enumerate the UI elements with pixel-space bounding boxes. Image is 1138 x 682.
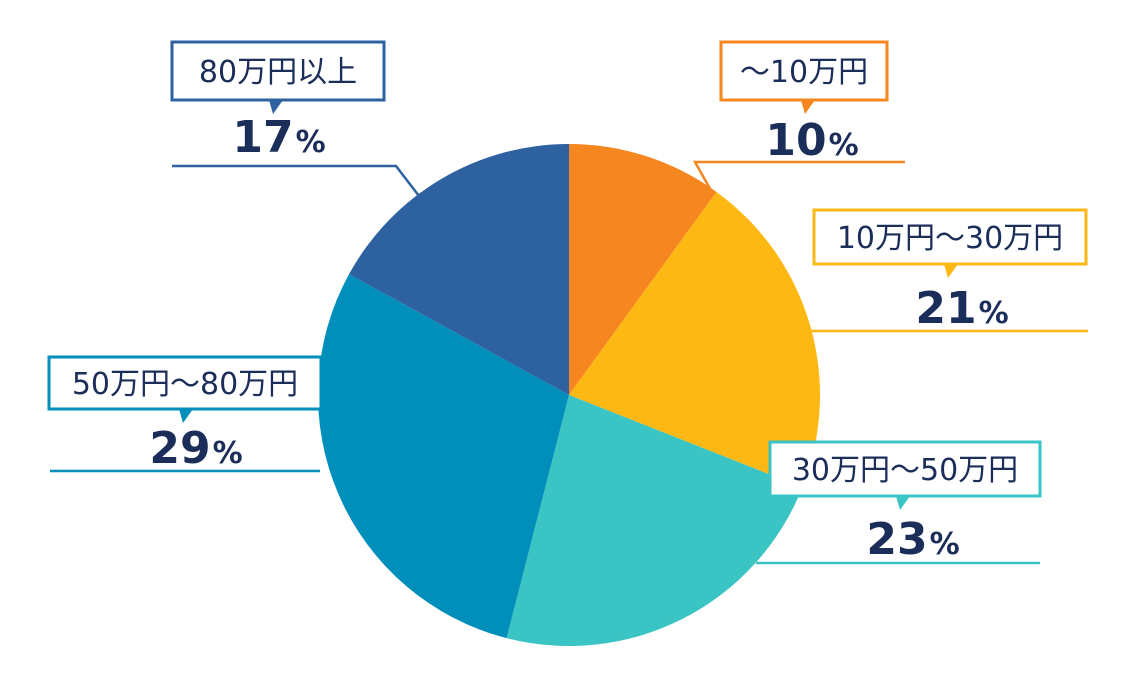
slice-label: ～10万円 — [740, 55, 868, 90]
percent-sign: % — [213, 436, 243, 471]
percent-sign: % — [829, 128, 859, 163]
pie-callouts: ～10万円10%10万円～30万円21%30万円～50万円23%50万円～80万… — [47, 40, 1088, 565]
percent-sign: % — [296, 125, 326, 160]
percent-value: 17 — [232, 112, 293, 163]
label-box — [170, 40, 386, 102]
slice-percent: 21% — [915, 283, 1008, 334]
callout-5: 80万円以上 17% — [170, 40, 420, 197]
pie-slice-5 — [349, 144, 569, 395]
percent-value: 21 — [915, 283, 976, 334]
label-box — [768, 440, 1042, 498]
callout-2: 10万円～30万円 21% — [808, 208, 1088, 334]
percent-sign: % — [930, 527, 960, 562]
slice-label: 30万円～50万円 — [792, 453, 1018, 488]
leader-line — [692, 160, 905, 195]
callout-4: 50万円～80万円 29% — [47, 355, 323, 474]
callout-1: ～10万円 10% — [692, 40, 905, 195]
slice-percent: 17% — [232, 112, 325, 163]
slice-label: 10万円～30万円 — [837, 221, 1063, 256]
label-pointer — [179, 409, 193, 423]
callout-3: 30万円～50万円 23% — [756, 440, 1042, 565]
percent-value: 10 — [765, 115, 826, 166]
slice-label: 80万円以上 — [199, 55, 357, 90]
slice-percent: 23% — [866, 514, 959, 565]
pie-slice-2 — [569, 191, 820, 488]
label-pointer — [269, 100, 283, 114]
pie-slice-4 — [318, 274, 569, 639]
label-pointer — [944, 264, 958, 278]
label-pointer — [801, 100, 815, 114]
label-box — [47, 355, 323, 411]
slice-percent: 29% — [149, 423, 242, 474]
label-box — [719, 40, 889, 102]
pie-slices — [318, 144, 820, 646]
label-pointer — [896, 496, 910, 510]
slice-label: 50万円～80万円 — [72, 367, 298, 402]
pie-slice-1 — [569, 144, 717, 395]
percent-value: 29 — [149, 423, 210, 474]
percent-sign: % — [979, 296, 1009, 331]
pie-slice-3 — [506, 395, 803, 646]
leader-line — [172, 164, 420, 197]
slice-percent: 10% — [765, 115, 858, 166]
percent-value: 23 — [866, 514, 927, 565]
label-box — [812, 208, 1088, 266]
